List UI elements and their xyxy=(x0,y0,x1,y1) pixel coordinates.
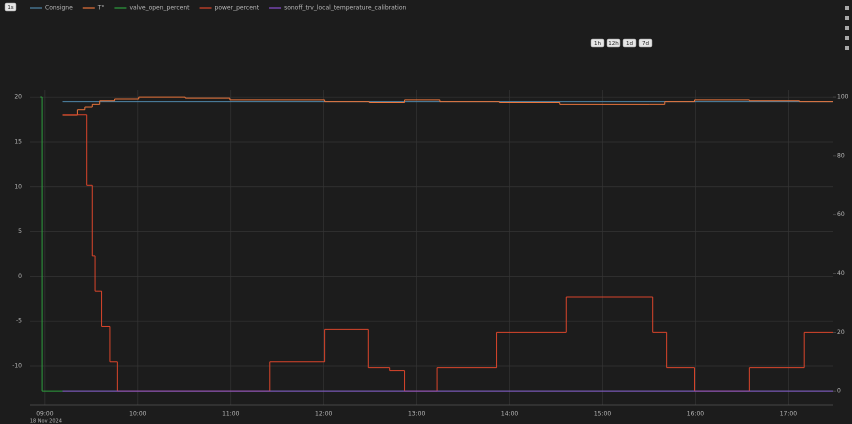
legend-label[interactable]: Consigne xyxy=(45,5,73,12)
y2-tick-label: 40 xyxy=(837,270,845,277)
y2-tick-label: 100 xyxy=(837,94,849,101)
top-left-button-label: 1s xyxy=(7,5,13,11)
side-icons xyxy=(845,6,849,50)
x-tick-label: 16:00 xyxy=(687,411,704,418)
x-tick-label: 11:00 xyxy=(222,411,239,418)
legend-label[interactable]: valve_open_percent xyxy=(129,5,190,12)
y-tick-label: 0 xyxy=(18,273,22,280)
x-tick-label: 09:00 xyxy=(36,411,53,418)
icon xyxy=(845,16,849,20)
x-tick-label: 13:00 xyxy=(408,411,425,418)
x-tick-label: 15:00 xyxy=(594,411,611,418)
y2-tick-label: 60 xyxy=(837,211,845,218)
y-tick-label: 5 xyxy=(18,228,22,235)
icon xyxy=(845,26,849,30)
y2-tick-label: 80 xyxy=(837,152,845,159)
y-tick-label: -10 xyxy=(12,363,22,370)
range-button[interactable] xyxy=(606,38,621,48)
y2-tick-label: 0 xyxy=(837,388,841,395)
legend-label[interactable]: sonoff_trv_local_temperature_calibration xyxy=(284,5,406,12)
icon xyxy=(845,6,849,10)
legend-label[interactable]: T° xyxy=(97,5,105,12)
range-button-label: 1h xyxy=(594,41,601,47)
y-tick-label: 15 xyxy=(14,138,22,145)
x-tick-label: 17:00 xyxy=(780,411,797,418)
range-button-label: 12h xyxy=(608,41,619,47)
top-left-button[interactable] xyxy=(4,2,17,12)
icon xyxy=(845,36,849,40)
x-date-label: 18 Nov 2024 xyxy=(30,419,62,424)
legend-label[interactable]: power_percent xyxy=(215,5,260,12)
range-button[interactable] xyxy=(622,38,637,48)
icon xyxy=(845,46,849,50)
x-tick-label: 10:00 xyxy=(129,411,146,418)
y-tick-label: -5 xyxy=(16,318,22,325)
x-tick-label: 12:00 xyxy=(315,411,332,418)
range-button[interactable] xyxy=(638,38,653,48)
range-button[interactable] xyxy=(590,38,605,48)
y-tick-label: 10 xyxy=(14,183,22,190)
x-tick-label: 14:00 xyxy=(501,411,518,418)
y-tick-label: 20 xyxy=(14,94,22,101)
range-button-label: 1d xyxy=(626,41,633,47)
range-button-label: 7d xyxy=(642,41,649,47)
y2-tick-label: 20 xyxy=(837,329,845,336)
